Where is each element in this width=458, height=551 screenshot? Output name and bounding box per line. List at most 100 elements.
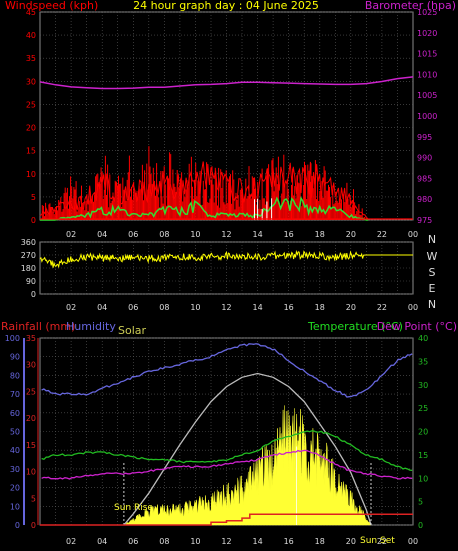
rain-tick-label: 15	[26, 441, 36, 450]
barometer-tick-label: 1020	[417, 29, 437, 38]
wind-average-line	[40, 196, 369, 221]
humidity-tick-label: 100	[5, 334, 20, 343]
hour-tick-label: 06	[128, 230, 138, 239]
hour-tick-label: 08	[159, 537, 169, 546]
humidity-line	[41, 343, 413, 398]
hour-tick-label: 10	[190, 230, 200, 239]
temperature-tick-label: 40	[418, 334, 428, 343]
humidity-tick-label: 10	[10, 502, 20, 511]
rain-tick-label: 25	[26, 387, 36, 396]
hour-tick-label: 20	[346, 230, 356, 239]
barometer-tick-label: 1005	[417, 91, 437, 100]
hour-tick-label: 16	[284, 537, 294, 546]
barometer-tick-label: 1015	[417, 50, 437, 59]
humidity-tick-label: 50	[10, 428, 20, 437]
barometer-tick-label: 990	[417, 154, 432, 163]
hour-tick-label: 02	[66, 303, 76, 312]
barometer-tick-label: 980	[417, 195, 432, 204]
barometer-tick-label: 995	[417, 133, 432, 142]
direction-tick-label: 360	[21, 238, 36, 247]
humidity-tick-label: 70	[10, 390, 20, 399]
temperature-tick-label: 25	[418, 404, 428, 413]
hour-tick-label: 20	[346, 303, 356, 312]
compass-label: N	[428, 233, 436, 246]
windspeed-tick-label: 20	[26, 124, 36, 133]
windspeed-tick-label: 0	[31, 216, 36, 225]
direction-tick-label: 0	[31, 290, 36, 299]
hour-tick-label: 06	[128, 303, 138, 312]
hour-tick-label: 04	[97, 303, 107, 312]
solar-axis-label: Solar	[118, 324, 147, 337]
windspeed-tick-label: 5	[31, 193, 36, 202]
hour-tick-label: 00	[408, 303, 418, 312]
compass-label: E	[429, 282, 436, 295]
humidity-tick-label: 40	[10, 446, 20, 455]
temperature-tick-label: 30	[418, 381, 428, 390]
hour-tick-label: 02	[66, 230, 76, 239]
temperature-tick-label: 5	[418, 498, 423, 507]
rain-tick-label: 0	[31, 521, 36, 530]
windspeed-tick-label: 45	[26, 8, 36, 17]
humidity-tick-label: 60	[10, 409, 20, 418]
rain-tick-label: 20	[26, 414, 36, 423]
hour-tick-label: 14	[252, 230, 262, 239]
hour-tick-label: 10	[190, 303, 200, 312]
windspeed-tick-label: 10	[26, 170, 36, 179]
hour-tick-label: 18	[315, 537, 325, 546]
windspeed-axis-label: Windspeed (kph)	[5, 0, 98, 12]
temperature-tick-label: 35	[418, 357, 428, 366]
humidity-tick-label: 30	[10, 465, 20, 474]
hour-tick-label: 16	[284, 303, 294, 312]
compass-label: W	[427, 250, 438, 263]
hour-tick-label: 10	[190, 537, 200, 546]
dewpoint-axis-label: Dew Point (°C)	[377, 320, 457, 333]
temperature-axis-label: Temperature (°C)	[307, 320, 403, 333]
sunset-label: Sun Set	[360, 536, 395, 546]
sunrise-label: Sun Rise	[114, 503, 153, 513]
barometer-axis-label: Barometer (hpa)	[365, 0, 456, 12]
hour-tick-label: 06	[128, 537, 138, 546]
barometer-tick-label: 1010	[417, 70, 437, 79]
windspeed-tick-label: 40	[26, 31, 36, 40]
windspeed-tick-label: 35	[26, 54, 36, 63]
wind-direction-line	[39, 249, 413, 269]
compass-label: S	[429, 266, 436, 279]
hour-tick-label: 20	[346, 537, 356, 546]
humidity-axis-label: Humidity	[66, 320, 116, 333]
hour-tick-label: 12	[221, 537, 231, 546]
humidity-tick-label: 90	[10, 353, 20, 362]
barometer-tick-label: 1000	[417, 112, 437, 121]
hour-tick-label: 00	[408, 230, 418, 239]
windspeed-line	[39, 161, 368, 219]
windspeed-tick-label: 15	[26, 147, 36, 156]
humidity-tick-label: 20	[10, 484, 20, 493]
barometer-tick-label: 1025	[417, 8, 437, 17]
hour-tick-label: 14	[252, 303, 262, 312]
chart-marks	[39, 76, 414, 526]
hour-tick-label: 22	[377, 230, 387, 239]
humidity-tick-label: 0	[15, 521, 20, 530]
temperature-tick-label: 15	[418, 451, 428, 460]
barometer-tick-label: 985	[417, 174, 432, 183]
direction-tick-label: 180	[21, 264, 36, 273]
temperature-line	[41, 430, 413, 472]
hour-tick-label: 12	[221, 230, 231, 239]
hour-tick-label: 14	[252, 537, 262, 546]
hour-tick-label: 08	[159, 303, 169, 312]
hour-tick-label: 18	[315, 230, 325, 239]
windspeed-tick-label: 25	[26, 100, 36, 109]
hour-tick-label: 08	[159, 230, 169, 239]
hour-tick-label: 18	[315, 303, 325, 312]
hour-tick-label: 22	[377, 303, 387, 312]
axis-labels: 0202020404040606060808081010101212121414…	[5, 8, 438, 546]
hour-tick-label: 04	[97, 230, 107, 239]
solar-area	[123, 405, 372, 526]
temperature-tick-label: 0	[418, 521, 423, 530]
rain-tick-label: 10	[26, 468, 36, 477]
rain-tick-label: 35	[26, 334, 36, 343]
rainfall-line	[40, 513, 413, 526]
rainfall-axis-label: Rainfall (mm)	[1, 320, 75, 333]
hour-tick-label: 00	[408, 537, 418, 546]
barometer-line	[39, 76, 414, 90]
